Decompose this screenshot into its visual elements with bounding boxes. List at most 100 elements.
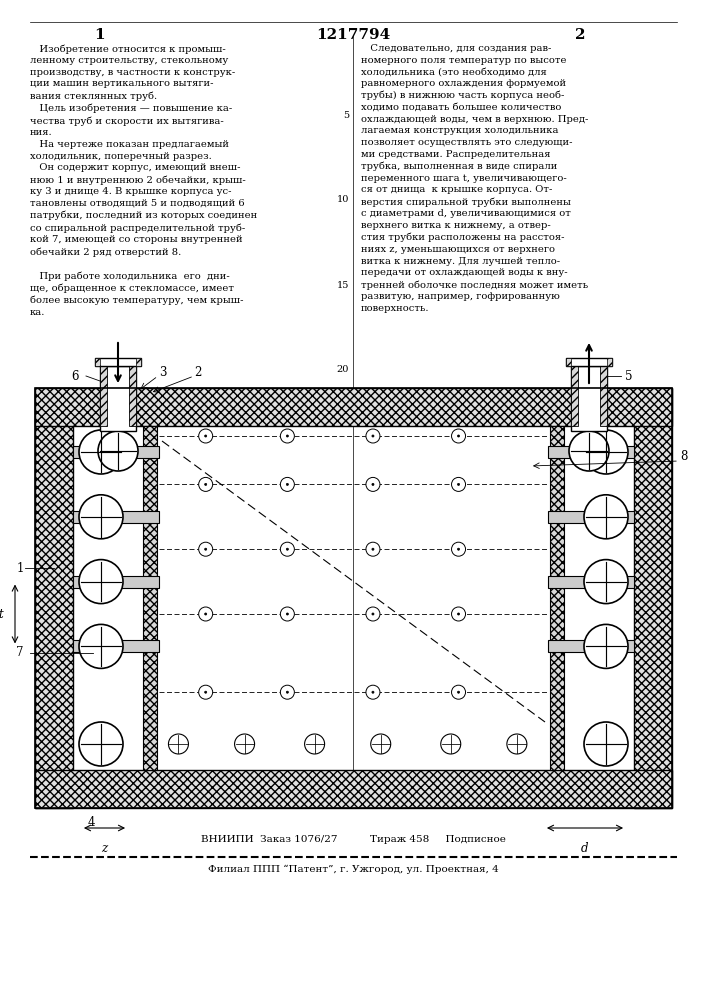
Bar [548,446,634,458]
Bar [600,366,607,426]
Circle shape [452,429,465,443]
Bar [548,511,634,523]
Circle shape [204,435,206,437]
Text: Филиал ППП “Патент”, г. Ужгород, ул. Проектная, 4: Филиал ППП “Патент”, г. Ужгород, ул. Про… [208,865,498,874]
Bar [571,366,578,426]
Bar [35,770,672,808]
Circle shape [507,734,527,754]
Circle shape [199,477,213,491]
Bar [95,358,100,366]
Bar [95,358,141,366]
Text: 8: 8 [680,450,688,462]
Circle shape [372,548,374,550]
Circle shape [584,430,628,474]
Bar [35,388,672,808]
Circle shape [584,722,628,766]
Circle shape [372,691,374,693]
Circle shape [204,548,206,550]
Text: 3: 3 [159,366,167,379]
Text: 20: 20 [337,365,349,374]
Text: d: d [581,842,589,855]
Circle shape [204,483,206,485]
Text: 1217794: 1217794 [316,28,390,42]
Circle shape [281,429,294,443]
Text: Следовательно, для создания рав-
номерного поля температур по высоте
холодильник: Следовательно, для создания рав- номерно… [361,44,588,313]
Circle shape [286,691,288,693]
Text: 5: 5 [625,369,633,382]
Circle shape [372,435,374,437]
Circle shape [199,429,213,443]
Circle shape [79,624,123,668]
Circle shape [366,542,380,556]
Circle shape [440,734,461,754]
Text: 10: 10 [337,196,349,205]
Circle shape [281,477,294,491]
Bar [566,358,612,366]
Circle shape [452,542,465,556]
Circle shape [457,548,460,550]
Circle shape [366,607,380,621]
Bar [73,640,159,652]
Circle shape [79,722,123,766]
Circle shape [199,542,213,556]
Circle shape [366,685,380,699]
Circle shape [204,691,206,693]
Bar [548,576,634,588]
Bar [129,366,136,426]
Bar [73,511,159,523]
Circle shape [199,607,213,621]
Circle shape [199,685,213,699]
Text: 4: 4 [87,816,95,830]
Circle shape [372,613,374,615]
Bar [607,358,612,366]
Circle shape [305,734,325,754]
Circle shape [366,477,380,491]
Bar [73,576,159,588]
Circle shape [98,431,138,471]
Circle shape [79,560,123,604]
Text: ВНИИПИ  Заказ 1076/27          Тираж 458     Подписное: ВНИИПИ Заказ 1076/27 Тираж 458 Подписное [201,835,506,844]
Bar [100,366,136,431]
Bar [73,426,143,770]
Circle shape [372,483,374,485]
Bar [136,358,141,366]
Text: 2: 2 [575,28,585,42]
Circle shape [457,435,460,437]
Circle shape [286,435,288,437]
Circle shape [281,607,294,621]
Bar [634,388,672,808]
Bar [73,446,159,458]
Circle shape [235,734,255,754]
Circle shape [281,685,294,699]
Circle shape [452,477,465,491]
Circle shape [584,560,628,604]
Bar [564,426,634,770]
Bar [548,640,634,652]
Bar [35,388,73,808]
Bar [566,358,571,366]
Circle shape [457,483,460,485]
Text: 6: 6 [71,369,78,382]
Circle shape [370,734,391,754]
Circle shape [584,624,628,668]
Bar [550,426,564,770]
Circle shape [452,607,465,621]
Circle shape [79,430,123,474]
Circle shape [286,483,288,485]
Circle shape [457,613,460,615]
Bar [143,426,157,770]
Circle shape [457,691,460,693]
Text: 15: 15 [337,280,349,290]
Bar [571,366,607,431]
Circle shape [281,542,294,556]
Bar [35,388,672,426]
Circle shape [79,495,123,539]
Text: Изобретение относится к промыш-
ленному строительству, стекольному
производству,: Изобретение относится к промыш- ленному … [30,44,257,317]
Circle shape [286,613,288,615]
Text: 7: 7 [16,647,24,660]
Circle shape [584,495,628,539]
Circle shape [168,734,189,754]
Text: 2: 2 [194,366,201,379]
Text: t: t [0,607,4,620]
Circle shape [204,613,206,615]
